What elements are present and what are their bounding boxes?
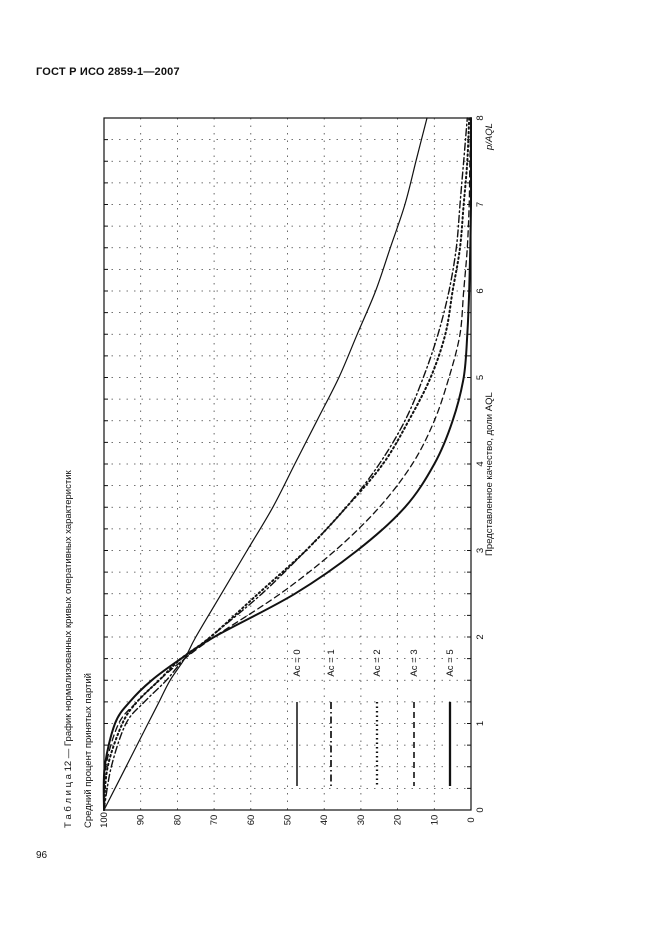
- x-tick-label: 0: [475, 807, 486, 812]
- y-tick-label: 10: [429, 815, 440, 826]
- series-line-ac5: [102, 117, 473, 811]
- legend-label: Ac = 0: [292, 649, 303, 676]
- legend-label: Ac = 5: [445, 649, 456, 676]
- y-tick-label: 80: [172, 815, 183, 826]
- y-tick-label: 50: [283, 815, 294, 826]
- x-tick-label: 8: [475, 115, 486, 120]
- x-tick-label: 2: [475, 634, 486, 639]
- y-tick-label: 40: [319, 815, 330, 826]
- legend-label: Ac = 3: [409, 649, 420, 676]
- x-axis-label: Представленное качество, доли AQL: [484, 392, 495, 556]
- y-tick-label: 30: [356, 815, 367, 826]
- y-tick-label: 70: [209, 815, 220, 826]
- legend-label: Ac = 2: [372, 649, 383, 676]
- chart-title: Т а б л и ц а 12 — График нормализованны…: [63, 470, 74, 828]
- legend-label: Ac = 1: [326, 649, 337, 676]
- x-tick-label: 7: [475, 202, 486, 207]
- x-tick-label: 6: [475, 288, 486, 293]
- series-line-ac2: [103, 117, 471, 811]
- x-tick-label: 4: [475, 461, 486, 466]
- grid-lines: [104, 118, 471, 810]
- y-tick-label: 90: [136, 815, 147, 826]
- page-number: 96: [36, 850, 48, 861]
- axis-labels: Т а б л и ц а 12 — График нормализованны…: [63, 123, 495, 828]
- x-tick-label: 3: [475, 548, 486, 553]
- x-tick-label: 5: [475, 375, 486, 380]
- document-header: ГОСТ Р ИСО 2859-1—2007: [36, 66, 180, 78]
- y-axis-label: Средний процент принятых партий: [83, 673, 94, 828]
- y-tick-label: 0: [466, 817, 477, 822]
- y-tick-label: 20: [393, 815, 404, 826]
- series-lines: [102, 117, 473, 811]
- x-tick-label: 1: [475, 721, 486, 726]
- series-line-ac0: [103, 117, 428, 811]
- legend: Ac = 0 Ac = 1 Ac = 2 Ac = 3 Ac = 5: [292, 649, 456, 786]
- x-unit-label: p/AQL: [484, 123, 495, 151]
- y-tick-label: 60: [246, 815, 257, 826]
- y-tick-label: 100: [99, 812, 110, 828]
